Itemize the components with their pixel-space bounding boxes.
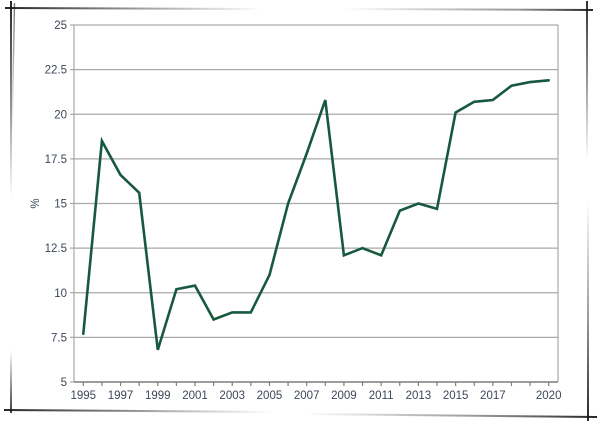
x-tick-label: 2005 <box>257 390 283 402</box>
x-tick-label: 2011 <box>369 390 394 402</box>
y-tick-label: 10 <box>54 288 67 300</box>
y-tick-label: 5 <box>61 377 67 389</box>
y-tick-label: 12.5 <box>45 243 67 255</box>
y-tick-label: 15 <box>54 199 67 211</box>
x-tick-label: 2001 <box>182 390 208 402</box>
x-tick-label: 2007 <box>294 390 320 402</box>
y-tick-label: 22.5 <box>45 65 67 77</box>
y-tick-label: 7.5 <box>51 332 67 344</box>
y-tick-label: 17.5 <box>45 154 67 166</box>
y-tick-label: 20 <box>54 109 67 121</box>
x-tick-label: 1997 <box>108 390 134 402</box>
x-tick-label: 2015 <box>443 390 469 402</box>
data-series-line <box>82 79 551 351</box>
y-tick-label: 25 <box>54 20 67 32</box>
x-tick-label: 1995 <box>71 390 97 402</box>
y-axis-title: % <box>30 198 42 208</box>
x-tick-label: 1999 <box>145 390 171 402</box>
x-tick-label: 2017 <box>480 390 506 402</box>
x-tick-label: 2013 <box>406 390 432 402</box>
x-tick-label: 2020 <box>536 390 562 402</box>
x-tick-label: 2009 <box>331 390 357 402</box>
x-tick-label: 2003 <box>219 390 245 402</box>
